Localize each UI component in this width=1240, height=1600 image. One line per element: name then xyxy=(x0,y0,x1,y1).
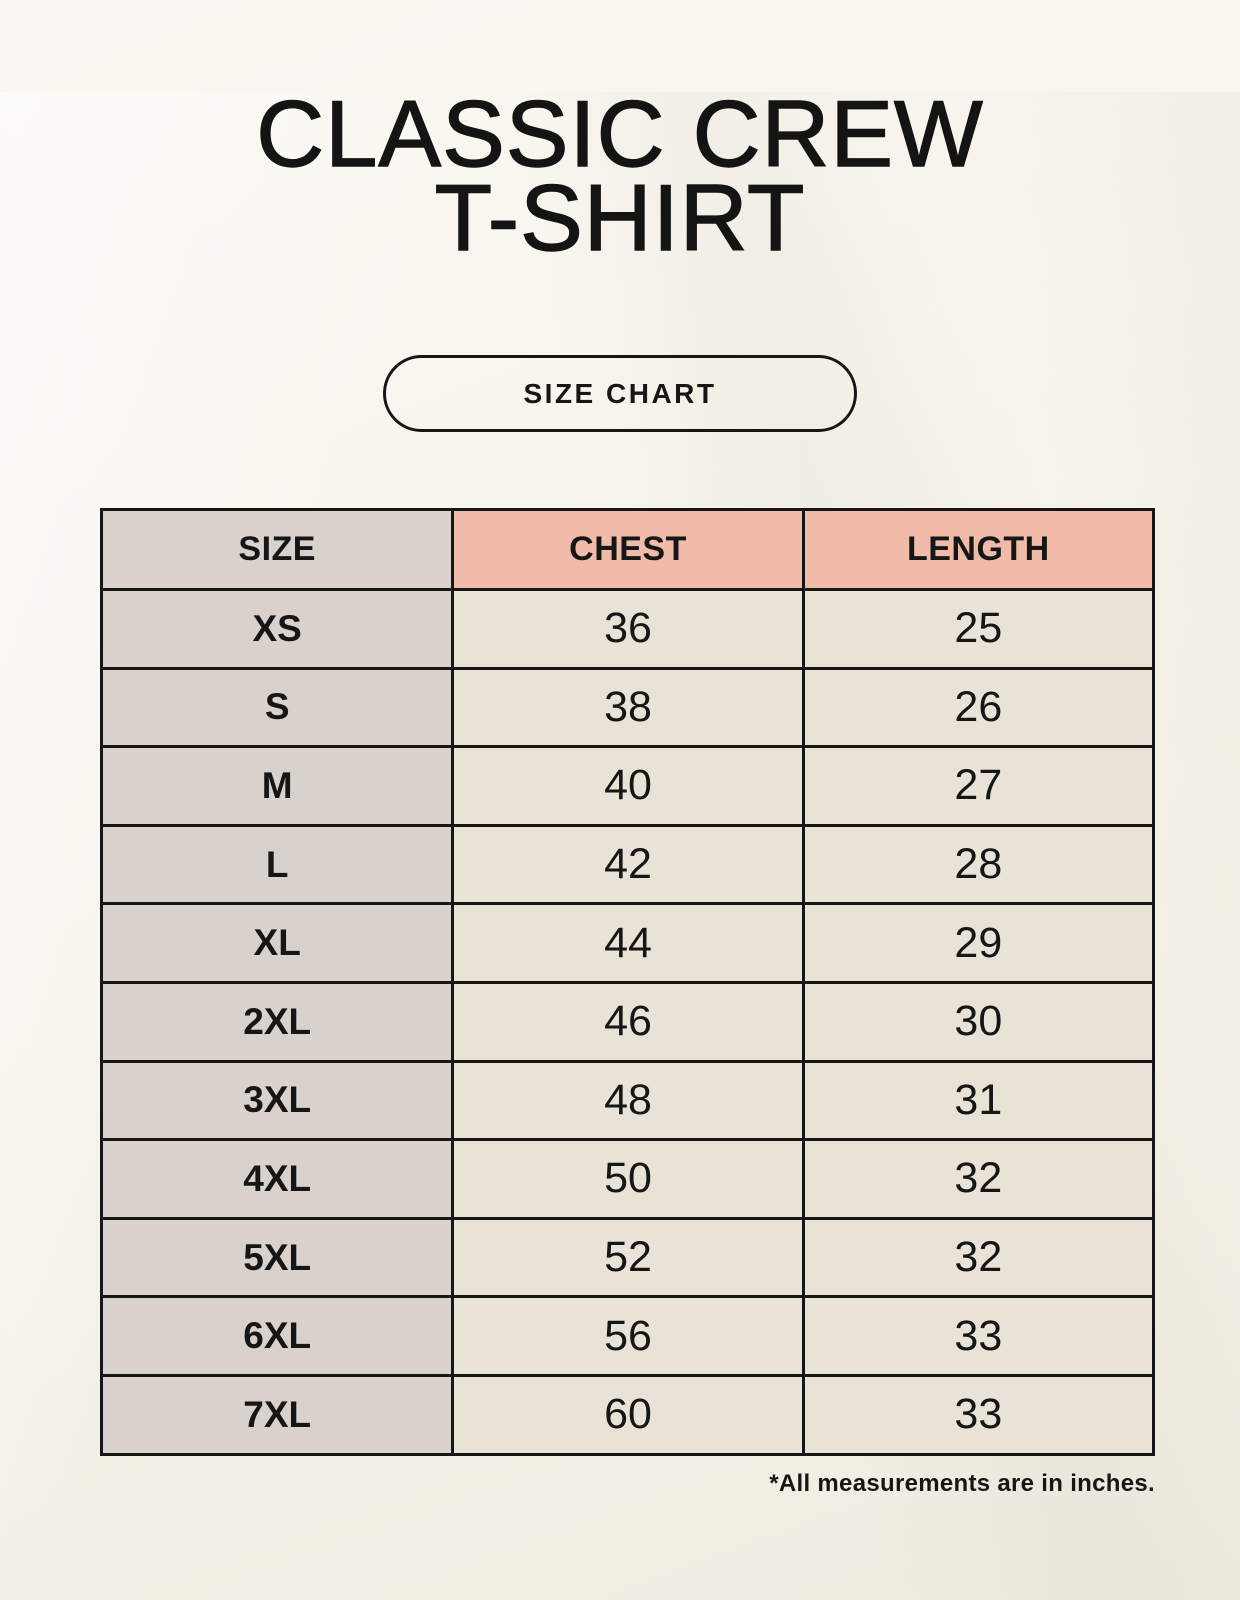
table-row: 4XL 50 32 xyxy=(99,1138,1156,1220)
size-cell: 3XL xyxy=(99,1059,455,1142)
size-cell: S xyxy=(99,666,455,749)
length-cell: 31 xyxy=(801,1059,1156,1142)
chest-cell: 48 xyxy=(451,1059,805,1142)
length-cell: 29 xyxy=(801,902,1156,984)
length-cell: 30 xyxy=(801,980,1156,1063)
size-cell: L xyxy=(99,823,455,906)
size-cell: 5XL xyxy=(99,1216,455,1299)
chest-cell: 50 xyxy=(451,1138,805,1220)
table-row: L 42 28 xyxy=(99,823,1156,906)
column-header-chest: CHEST xyxy=(451,508,805,591)
table-row: 6XL 56 33 xyxy=(99,1295,1156,1377)
size-cell: 4XL xyxy=(99,1138,455,1220)
chest-cell: 40 xyxy=(451,745,805,827)
size-cell: M xyxy=(99,745,455,827)
table-row: 2XL 46 30 xyxy=(99,980,1156,1063)
table-row: S 38 26 xyxy=(99,666,1156,749)
chest-cell: 60 xyxy=(451,1373,805,1456)
length-cell: 32 xyxy=(801,1138,1156,1220)
length-cell: 33 xyxy=(801,1373,1156,1456)
chest-cell: 44 xyxy=(451,902,805,984)
chest-cell: 36 xyxy=(451,588,805,670)
measurements-footnote: *All measurements are in inches. xyxy=(769,1469,1155,1497)
table-row: 3XL 48 31 xyxy=(99,1059,1156,1142)
table-row: 7XL 60 33 xyxy=(99,1373,1156,1456)
length-cell: 25 xyxy=(801,588,1156,670)
size-cell: 6XL xyxy=(99,1295,455,1377)
column-header-size: SIZE xyxy=(99,508,455,591)
table-row: M 40 27 xyxy=(99,745,1156,827)
size-chart-button-label: SIZE CHART xyxy=(523,377,717,409)
page-title-line1: CLASSIC CREW xyxy=(256,81,984,186)
table-header-row: SIZE CHEST LENGTH xyxy=(99,508,1156,591)
table-row: XL 44 29 xyxy=(99,902,1156,984)
size-cell: 2XL xyxy=(99,980,455,1063)
chest-cell: 52 xyxy=(451,1216,805,1299)
chest-cell: 46 xyxy=(451,980,805,1063)
page-title-line2: T-SHIRT xyxy=(434,165,806,270)
length-cell: 33 xyxy=(801,1295,1156,1377)
length-cell: 26 xyxy=(801,666,1156,749)
chest-cell: 42 xyxy=(451,823,805,906)
page-title: CLASSIC CREW T-SHIRT xyxy=(0,81,1240,270)
table-row: XS 36 25 xyxy=(99,588,1156,670)
length-cell: 32 xyxy=(801,1216,1156,1299)
length-cell: 28 xyxy=(801,823,1156,906)
table-row: 5XL 52 32 xyxy=(99,1216,1156,1299)
size-cell: XL xyxy=(99,902,455,984)
chest-cell: 38 xyxy=(451,666,805,749)
size-chart-button[interactable]: SIZE CHART xyxy=(383,355,857,432)
chest-cell: 56 xyxy=(451,1295,805,1377)
size-chart-table: SIZE CHEST LENGTH XS 36 25 S 38 26 M 40 27 L 42 28 X… xyxy=(99,508,1156,1456)
size-chart-page: CLASSIC CREW T-SHIRT SIZE CHART SIZE CHE… xyxy=(0,81,1240,1498)
size-cell: 7XL xyxy=(99,1373,455,1456)
column-header-length: LENGTH xyxy=(801,508,1156,591)
size-cell: XS xyxy=(99,588,455,670)
length-cell: 27 xyxy=(801,745,1156,827)
